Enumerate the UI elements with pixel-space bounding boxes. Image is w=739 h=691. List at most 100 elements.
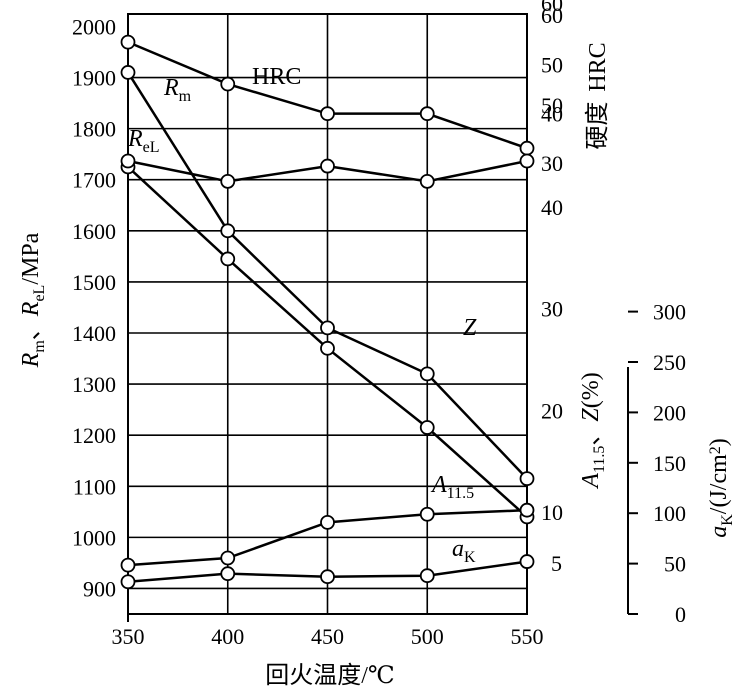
label-part: R <box>18 352 44 368</box>
data-point <box>120 574 136 590</box>
az-tick-label: 60 <box>541 0 563 16</box>
label-part: (%) <box>578 372 604 408</box>
az-tick-label: 30 <box>541 297 563 322</box>
az-tick-label: 50 <box>541 93 563 118</box>
az-axis-title: A11.5、Z(%) <box>578 372 608 489</box>
label-part: eL <box>31 285 48 302</box>
label-part: 2 <box>707 446 724 454</box>
az-tick-label: 20 <box>541 398 563 423</box>
data-point <box>220 251 236 267</box>
series-label-A11.5: A11.5 <box>430 472 474 502</box>
ak-tick-label: 300 <box>653 300 686 325</box>
label-part: a <box>452 536 464 562</box>
data-point <box>120 65 136 80</box>
data-point <box>519 471 535 487</box>
label-part: A <box>578 473 604 490</box>
labels: HRCRmReLZA11.5aK回火温度/℃Rm、ReL/MPa硬度HRCA11… <box>18 42 736 689</box>
x-tick-label: 450 <box>311 624 344 649</box>
data-point <box>419 568 435 584</box>
data-point <box>419 106 435 122</box>
plot-frame <box>127 13 528 615</box>
hrc-tick-label: 50 <box>541 52 563 77</box>
axes <box>127 13 638 622</box>
label-part: eL <box>143 139 160 156</box>
series-label-ReL: ReL <box>127 126 160 156</box>
left-tick-label: 1500 <box>72 270 116 295</box>
az-tick-label: 10 <box>541 500 563 525</box>
label-part: A <box>430 472 447 498</box>
label-part: HRC <box>585 42 611 91</box>
series-label-Rm: Rm <box>163 75 192 105</box>
data-point <box>320 320 335 336</box>
hrc-tick-label: 30 <box>541 151 563 176</box>
az-tick-label: 40 <box>541 195 563 220</box>
x-tick-label: 350 <box>112 624 145 649</box>
label-part: a <box>706 526 732 538</box>
left-tick-label: 2000 <box>72 14 116 39</box>
label-part: R <box>163 75 179 101</box>
ak-tick-label: 200 <box>653 400 686 425</box>
label-part: R <box>127 126 143 152</box>
ak-tick-label: 150 <box>653 451 686 476</box>
label-part: /(J/cm <box>706 454 732 514</box>
x-tick-label: 550 <box>511 624 544 649</box>
series-label-Z: Z <box>463 315 477 341</box>
series-label-aK: aK <box>452 536 476 566</box>
label-part: Z <box>463 315 477 341</box>
left-axis-title: Rm、ReL/MPa <box>18 232 48 368</box>
data-point <box>220 173 236 189</box>
data-point <box>220 223 236 239</box>
label-part: m <box>31 340 48 353</box>
ak-tick-label: 0 <box>675 602 686 627</box>
label-part: m <box>179 88 192 105</box>
data-point <box>220 76 236 92</box>
left-tick-label: 1000 <box>72 525 116 550</box>
label-part: ) <box>706 438 732 446</box>
x-axis-title: 回火温度/℃ <box>265 662 395 689</box>
left-tick-label: 1600 <box>72 219 116 244</box>
data-point <box>320 340 335 356</box>
data-point <box>519 554 535 569</box>
az-tick-label: 5 <box>551 551 562 576</box>
label-part: 、 <box>18 316 44 340</box>
x-tick-label: 400 <box>211 624 244 649</box>
data-point <box>519 153 535 169</box>
data-point <box>519 502 535 518</box>
label-part: /MPa <box>18 232 44 284</box>
data-point <box>320 158 335 174</box>
left-tick-label: 1900 <box>72 66 116 91</box>
label-part: K <box>719 514 736 526</box>
left-tick-label: 1100 <box>73 474 116 499</box>
ak-tick-label: 250 <box>653 350 686 375</box>
left-tick-label: 1300 <box>72 372 116 397</box>
data-point <box>419 173 435 189</box>
data-point <box>320 569 335 585</box>
ak-tick-label: 50 <box>664 552 686 577</box>
label-part: HRC <box>252 64 301 90</box>
data-point <box>220 566 236 582</box>
data-point <box>419 506 435 522</box>
left-tick-label: 1700 <box>72 168 116 193</box>
data-point <box>120 557 136 573</box>
label-part: 11.5 <box>447 485 474 502</box>
left-tick-label: 900 <box>83 576 116 601</box>
label-part: 硬度 <box>584 102 611 150</box>
label-part: K <box>464 549 476 566</box>
label-part: 、 <box>578 422 604 446</box>
left-tick-label: 1800 <box>72 117 116 142</box>
hrc-tick-label: 40 <box>541 102 563 127</box>
left-tick-label: 1400 <box>72 321 116 346</box>
label-part: Z <box>578 408 604 422</box>
data-point <box>220 550 236 566</box>
data-point <box>519 140 535 156</box>
label-part: 11.5 <box>591 446 608 473</box>
data-point <box>320 514 335 530</box>
hrc-axis-title: 硬度 HRC <box>584 42 611 149</box>
hrc-tick-label: 60 <box>541 3 563 28</box>
data-point <box>120 34 136 50</box>
left-tick-label: 1200 <box>72 423 116 448</box>
data-point <box>120 153 136 169</box>
tick-labels: 350 400 450 500 5509001000110012001300140015… <box>72 0 686 649</box>
data-point <box>419 420 435 435</box>
